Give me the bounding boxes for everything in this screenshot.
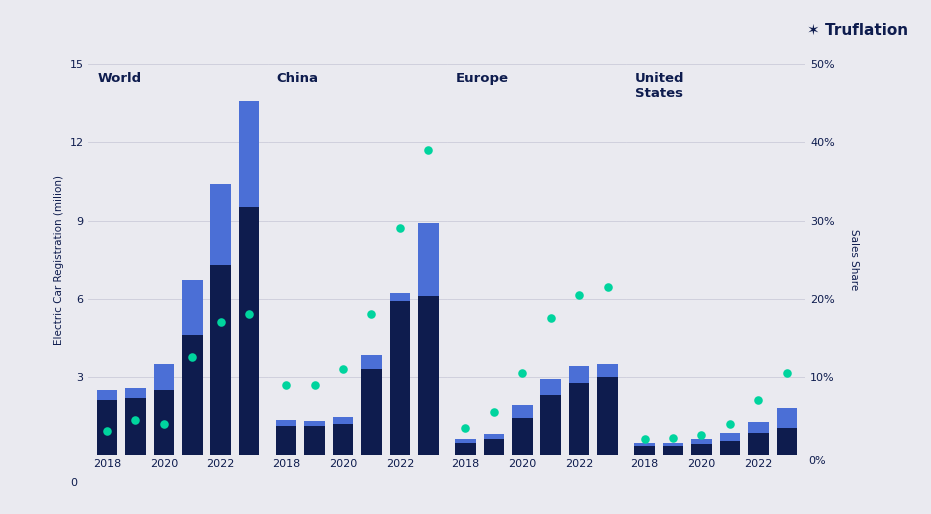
Bar (154, 390, 174, 455)
Bar (361, 355, 382, 369)
Bar (663, 443, 683, 446)
Point (515, 369, 530, 377)
Bar (541, 395, 561, 455)
Bar (541, 379, 561, 395)
Bar (361, 369, 382, 455)
Point (364, 310, 379, 318)
Bar (210, 265, 231, 455)
Bar (776, 408, 797, 428)
Point (637, 435, 652, 444)
Bar (691, 444, 711, 455)
Bar (634, 446, 654, 455)
Point (185, 353, 200, 361)
Bar (749, 423, 769, 433)
Point (213, 318, 228, 326)
Point (156, 419, 171, 428)
Point (572, 290, 587, 299)
Bar (97, 390, 117, 400)
Point (666, 434, 681, 442)
Bar (304, 426, 325, 455)
Bar (512, 406, 533, 418)
Point (242, 310, 257, 318)
Text: Europe: Europe (456, 72, 509, 85)
Point (393, 224, 408, 232)
Text: United
States: United States (635, 72, 684, 100)
Text: 0%: 0% (808, 456, 826, 466)
Bar (776, 428, 797, 455)
Bar (276, 426, 296, 455)
Bar (304, 421, 325, 426)
Bar (276, 420, 296, 426)
Bar (182, 281, 203, 335)
Point (307, 380, 322, 389)
Point (694, 430, 708, 438)
Bar (390, 301, 411, 455)
Bar (125, 389, 145, 398)
Text: ✶ Truflation: ✶ Truflation (806, 23, 908, 38)
Bar (455, 439, 476, 443)
Point (278, 380, 293, 389)
Text: China: China (277, 72, 318, 85)
Point (128, 416, 142, 424)
Bar (483, 439, 504, 455)
Bar (332, 417, 353, 424)
Point (779, 369, 794, 377)
Point (751, 396, 766, 405)
Bar (663, 446, 683, 455)
Bar (390, 293, 411, 301)
Bar (418, 223, 439, 296)
Point (458, 424, 473, 432)
Bar (569, 383, 589, 455)
Point (100, 427, 115, 435)
Bar (418, 296, 439, 455)
Point (421, 146, 436, 154)
Bar (512, 418, 533, 455)
Point (335, 365, 350, 373)
Y-axis label: Electric Car Registration (milion): Electric Car Registration (milion) (54, 175, 64, 344)
Bar (125, 398, 145, 455)
Point (600, 283, 615, 291)
Bar (210, 184, 231, 265)
Point (722, 419, 737, 428)
Point (486, 408, 501, 416)
Point (544, 314, 559, 322)
Bar (154, 364, 174, 390)
Text: 0: 0 (70, 479, 77, 488)
Y-axis label: Sales Share: Sales Share (849, 229, 858, 290)
Bar (332, 424, 353, 455)
Text: World: World (98, 72, 142, 85)
Bar (239, 101, 260, 208)
Bar (182, 335, 203, 455)
Bar (569, 366, 589, 383)
Bar (634, 443, 654, 446)
Bar (483, 434, 504, 439)
Bar (97, 400, 117, 455)
Bar (455, 443, 476, 455)
Bar (720, 433, 740, 440)
Bar (749, 433, 769, 455)
Bar (598, 377, 618, 455)
Bar (239, 208, 260, 455)
Bar (720, 440, 740, 455)
Bar (691, 439, 711, 444)
Bar (598, 364, 618, 377)
